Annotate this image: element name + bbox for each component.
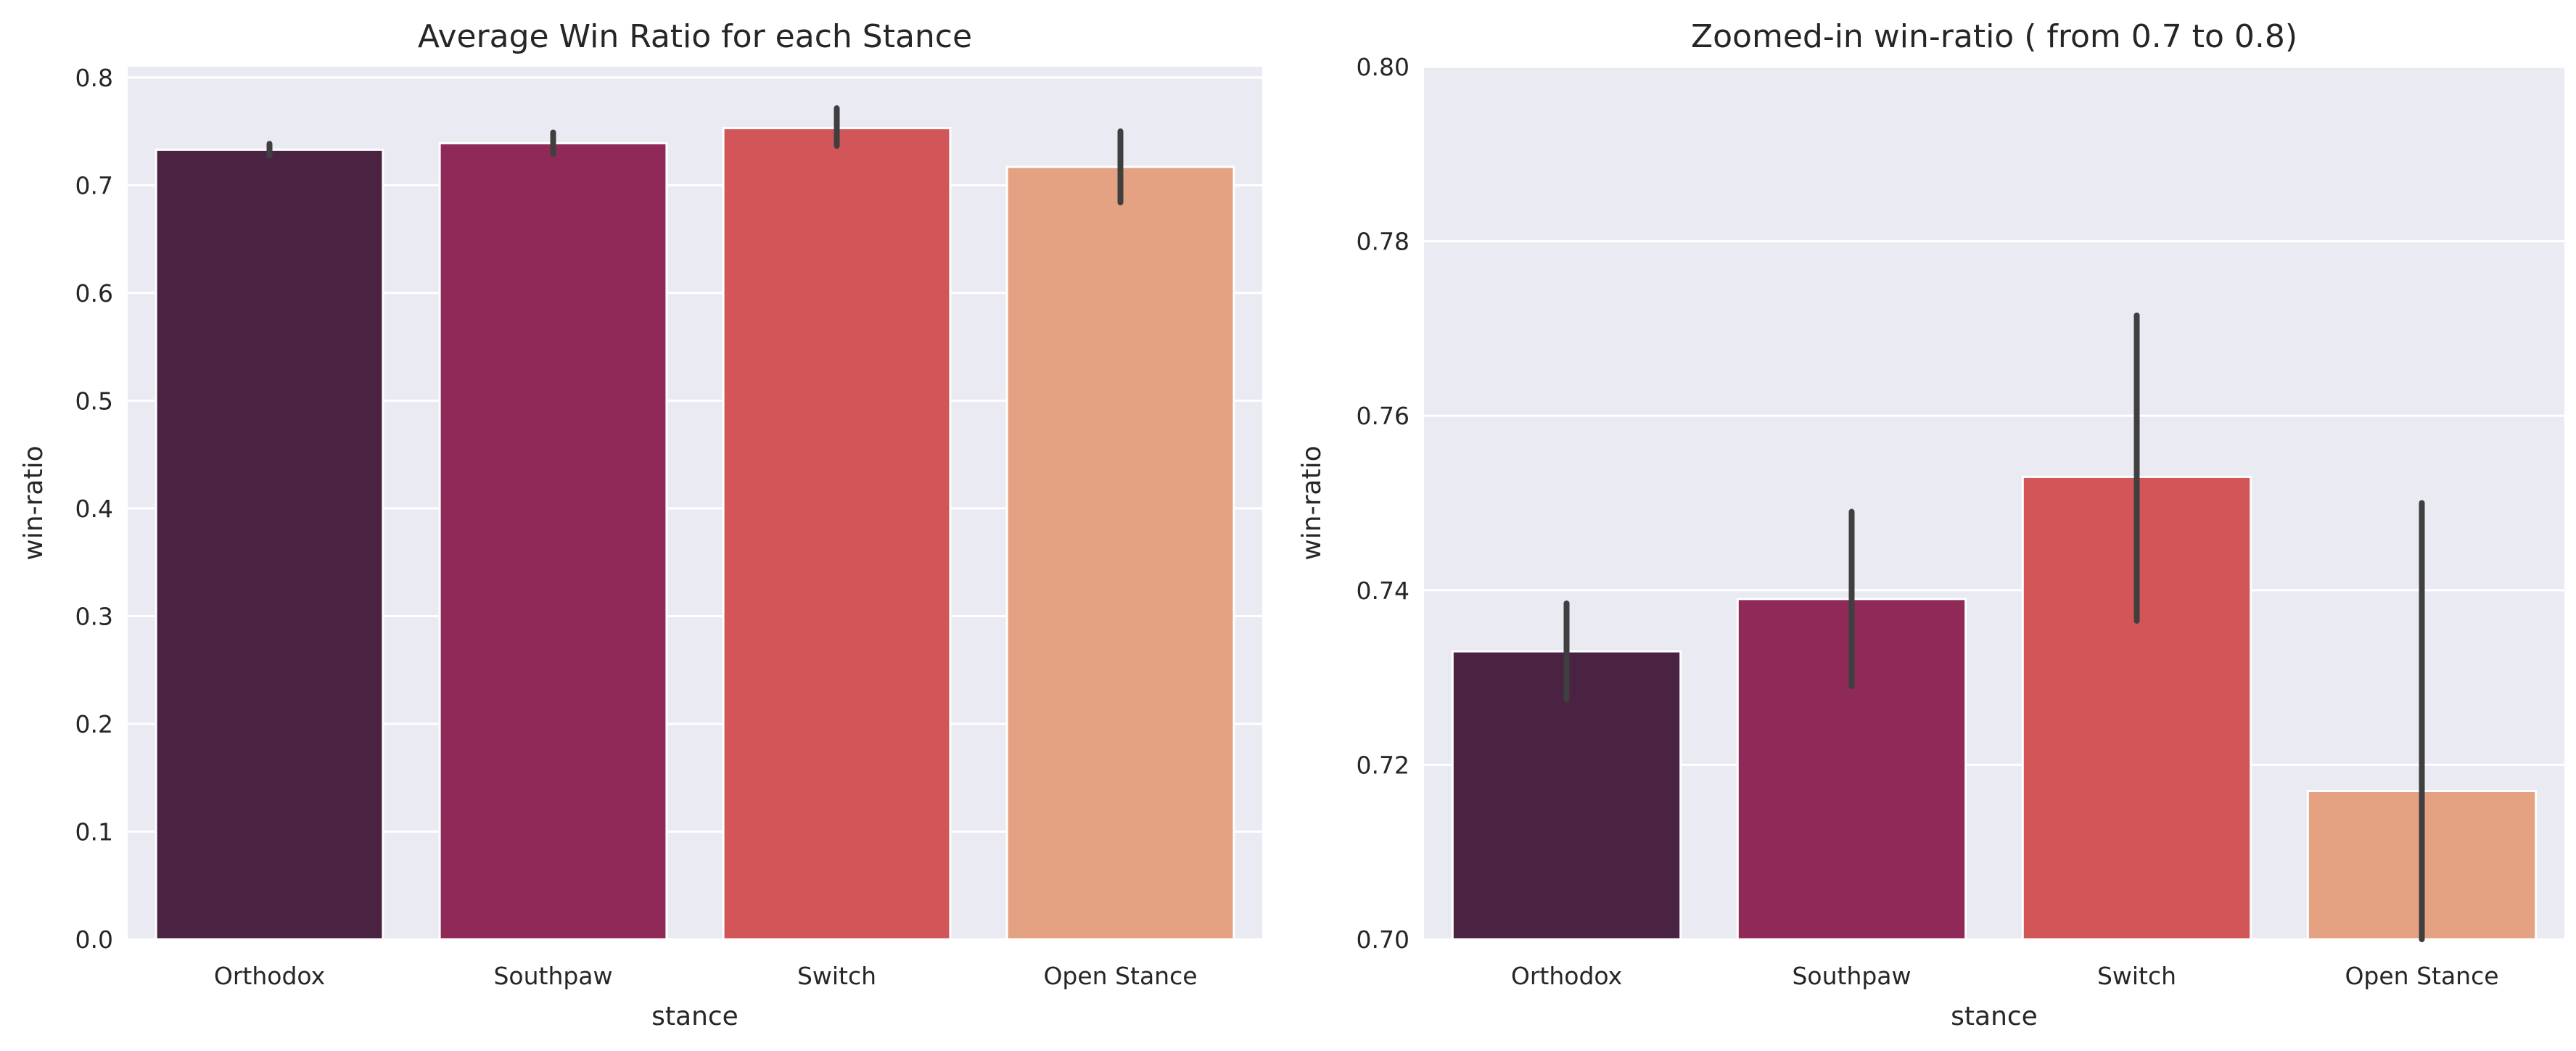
y-tick-label: 0.4 — [75, 495, 113, 523]
bar-southpaw — [438, 141, 668, 941]
x-tick-label: Switch — [797, 962, 876, 990]
chart-zoomed-win-ratio: 0.70 0.72 0.74 0.76 0.78 0.80 Orthodox Southpa… — [1297, 18, 2564, 1031]
x-tick-labels: Orthodox Southpaw Switch Open Stance — [214, 962, 1198, 990]
chart-title: Zoomed-in win-ratio ( from 0.7 to 0.8) — [1691, 18, 2297, 55]
y-tick-labels: 0.70 0.72 0.74 0.76 0.78 0.80 — [1357, 53, 1410, 954]
y-tick-label: 0.3 — [75, 602, 113, 630]
x-tick-label: Open Stance — [2345, 962, 2498, 990]
y-tick-label: 0.80 — [1357, 53, 1410, 81]
bar-open-stance — [1005, 165, 1235, 941]
y-tick-label: 0.2 — [75, 710, 113, 738]
y-tick-label: 0.78 — [1357, 228, 1410, 256]
y-tick-label: 0.74 — [1357, 577, 1410, 605]
bar-orthodox — [155, 148, 384, 941]
error-bars — [266, 105, 1124, 206]
bar-switch — [722, 127, 952, 941]
chart-title: Average Win Ratio for each Stance — [418, 18, 972, 55]
y-tick-label: 0.1 — [75, 817, 113, 846]
x-axis-label: stance — [651, 1002, 738, 1031]
y-tick-label: 0.72 — [1357, 751, 1410, 779]
error-bars — [1563, 312, 2425, 942]
y-tick-label: 0.76 — [1357, 402, 1410, 430]
x-axis-label: stance — [1951, 1002, 2038, 1031]
x-tick-label: Orthodox — [214, 962, 325, 990]
y-tick-label: 0.5 — [75, 387, 113, 415]
x-tick-label: Open Stance — [1043, 962, 1197, 990]
y-axis-label: win-ratio — [1297, 445, 1327, 560]
bars — [155, 127, 1235, 941]
x-tick-label: Switch — [2097, 962, 2176, 990]
x-tick-label: Southpaw — [1792, 962, 1911, 990]
y-axis-label: win-ratio — [19, 445, 49, 560]
y-tick-labels: 0.0 0.1 0.2 0.3 0.4 0.5 0.6 0.7 0.8 — [75, 64, 113, 954]
x-tick-label: Orthodox — [1511, 962, 1622, 990]
x-tick-labels: Orthodox Southpaw Switch Open Stance — [1511, 962, 2499, 990]
y-tick-label: 0.70 — [1357, 926, 1410, 954]
y-tick-label: 0.6 — [75, 279, 113, 308]
y-tick-label: 0.7 — [75, 171, 113, 199]
x-tick-label: Southpaw — [493, 962, 612, 990]
chart-average-win-ratio: 0.0 0.1 0.2 0.3 0.4 0.5 0.6 0.7 0.8 Orthodox Sout… — [19, 18, 1262, 1031]
y-tick-label: 0.0 — [75, 926, 113, 954]
y-tick-label: 0.8 — [75, 64, 113, 92]
